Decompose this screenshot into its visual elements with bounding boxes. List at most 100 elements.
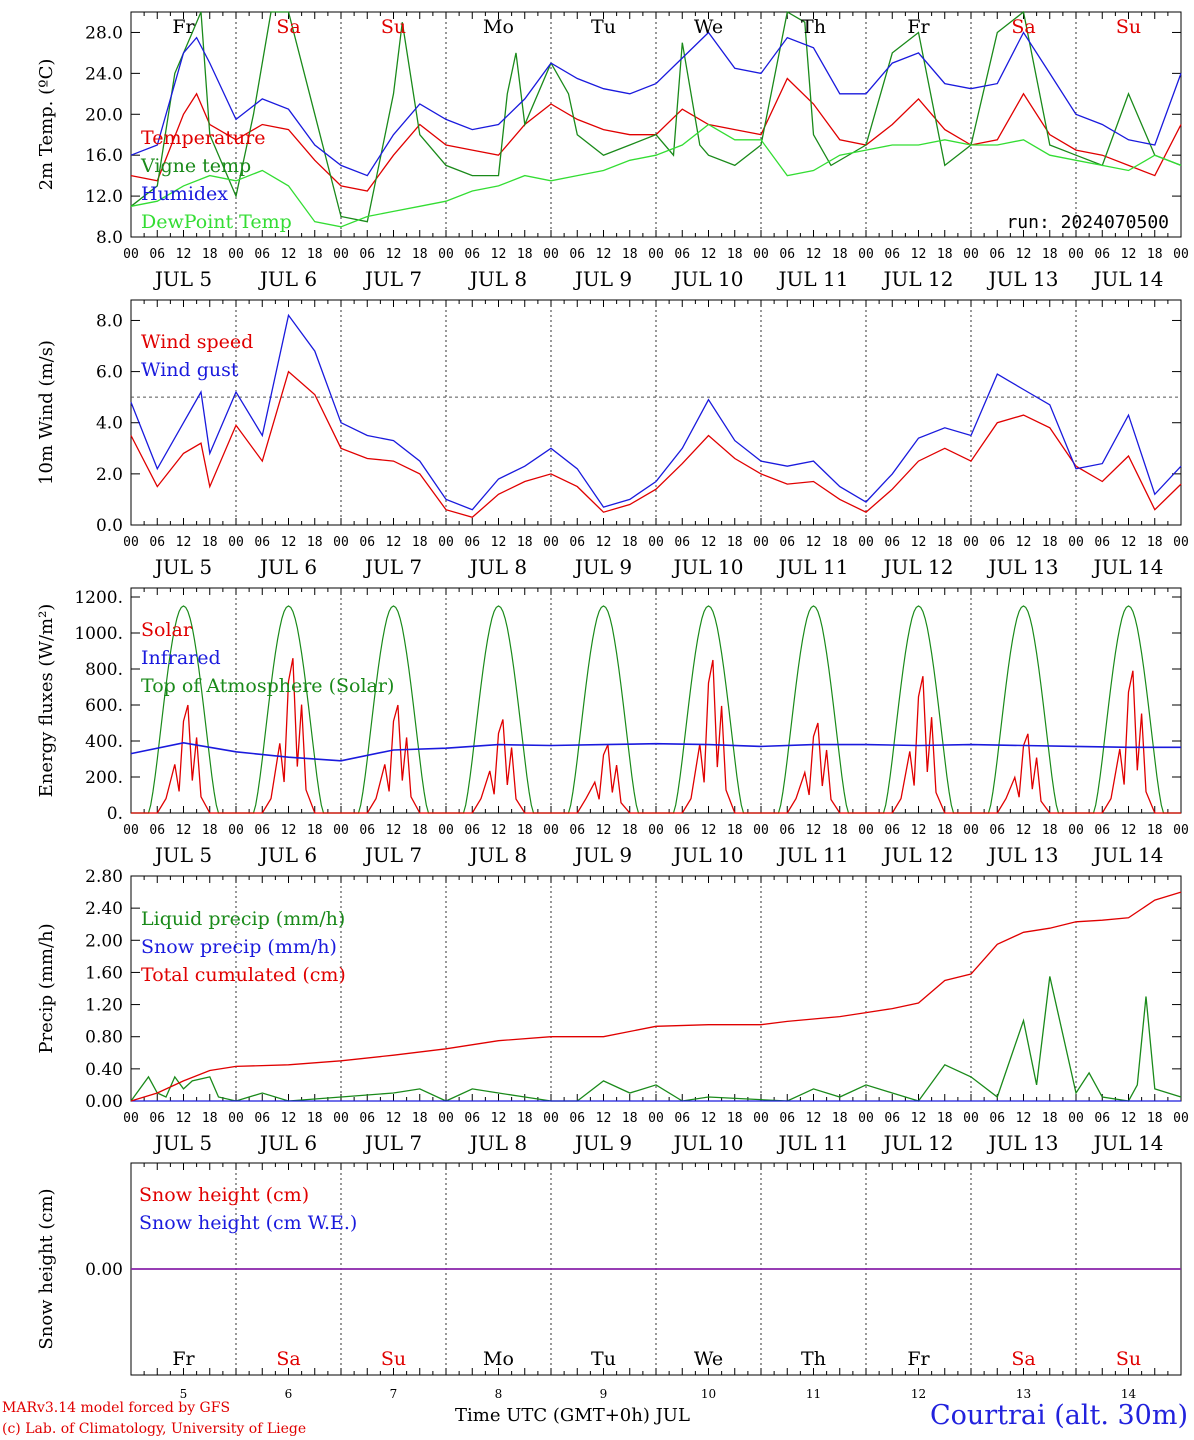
y-tick-label: 12.0 (85, 187, 123, 207)
weekday-label: Fr (172, 1348, 195, 1370)
hour-tick-label: 18 (1147, 823, 1163, 838)
date-label: JUL 13 (987, 1131, 1059, 1155)
hour-tick-label: 00 (648, 1111, 664, 1126)
y-tick-label: 0. (107, 804, 123, 824)
hour-tick-label: 12 (911, 1111, 927, 1126)
hour-tick-label: 06 (779, 535, 795, 550)
date-label: JUL 10 (672, 267, 744, 291)
hour-tick-label: 06 (884, 823, 900, 838)
series-line-temperature (130, 77, 1182, 192)
day-number-label: 11 (806, 1387, 821, 1401)
date-label: JUL 12 (882, 1131, 954, 1155)
weekday-label: Mo (483, 16, 514, 38)
date-label: JUL 7 (363, 1131, 422, 1155)
y-tick-label: 2.80 (85, 867, 123, 887)
hour-tick-label: 18 (202, 247, 218, 262)
hour-tick-label: 00 (648, 823, 664, 838)
hour-tick-label: 18 (937, 823, 953, 838)
hour-tick-label: 12 (701, 535, 717, 550)
legend-dewpoint-temp: DewPoint Temp (141, 211, 292, 233)
hour-tick-label: 06 (989, 535, 1005, 550)
hour-tick-label: 06 (884, 247, 900, 262)
hour-tick-label: 06 (359, 1111, 375, 1126)
series-line-wind-speed (130, 370, 1182, 519)
date-label: JUL 14 (1092, 267, 1164, 291)
hour-tick-label: 00 (1173, 823, 1189, 838)
hour-tick-label: 06 (1094, 1111, 1110, 1126)
date-label: JUL 12 (882, 843, 954, 867)
y-tick-label: 2.0 (96, 465, 123, 485)
y-tick-label: 1200. (74, 588, 123, 608)
series-line-total-cumulated-cm- (130, 891, 1182, 1102)
hour-tick-label: 00 (228, 1111, 244, 1126)
date-label: JUL 6 (258, 843, 317, 867)
y-axis-label: Snow height (cm) (36, 1188, 57, 1349)
hour-tick-label: 00 (858, 247, 874, 262)
day-number-label: 9 (600, 1387, 608, 1401)
hour-tick-label: 06 (569, 1111, 585, 1126)
legend-top-of-atmosphere-solar-: Top of Atmosphere (Solar) (141, 675, 394, 697)
hour-tick-label: 00 (753, 535, 769, 550)
day-number-label: 8 (495, 1387, 503, 1401)
hour-tick-label: 18 (1042, 535, 1058, 550)
date-label: JUL 14 (1092, 1131, 1164, 1155)
hour-tick-label: 00 (1068, 823, 1084, 838)
hour-tick-label: 18 (727, 247, 743, 262)
date-label: JUL 8 (468, 555, 527, 579)
hour-tick-label: 12 (491, 535, 507, 550)
hour-tick-label: 12 (596, 823, 612, 838)
lab-credit: (c) Lab. of Climatology, University of L… (2, 1421, 307, 1437)
hour-tick-label: 00 (123, 535, 139, 550)
hour-tick-label: 00 (123, 823, 139, 838)
weekday-label: Sa (276, 1348, 300, 1370)
y-axis-label: 10m Wind (m/s) (36, 340, 57, 485)
date-label: JUL 13 (987, 267, 1059, 291)
day-number-label: 6 (285, 1387, 293, 1401)
hour-tick-label: 12 (281, 535, 297, 550)
y-tick-label: 1.60 (85, 963, 123, 983)
date-label: JUL 13 (987, 843, 1059, 867)
hour-tick-label: 12 (806, 247, 822, 262)
hour-tick-label: 06 (779, 823, 795, 838)
hour-tick-label: 00 (543, 823, 559, 838)
day-number-label: 5 (180, 1387, 188, 1401)
hour-tick-label: 06 (1094, 823, 1110, 838)
hour-tick-label: 12 (281, 1111, 297, 1126)
hour-tick-label: 12 (1121, 535, 1137, 550)
hour-tick-label: 12 (491, 1111, 507, 1126)
hour-tick-label: 06 (989, 247, 1005, 262)
weekday-label: Su (381, 16, 406, 38)
legend-snow-height-cm-: Snow height (cm) (139, 1184, 309, 1206)
hour-tick-label: 00 (753, 823, 769, 838)
legend-snow-height-cm-w-e-: Snow height (cm W.E.) (139, 1212, 357, 1234)
date-label: JUL 14 (1092, 555, 1164, 579)
hour-tick-label: 00 (123, 247, 139, 262)
hour-tick-label: 12 (176, 535, 192, 550)
date-label: JUL 9 (573, 843, 632, 867)
hour-tick-label: 18 (1042, 823, 1058, 838)
day-number-label: 12 (911, 1387, 926, 1401)
hour-tick-label: 18 (517, 1111, 533, 1126)
hour-tick-label: 00 (858, 823, 874, 838)
weekday-label: Sa (1011, 16, 1035, 38)
y-tick-label: 0.0 (96, 516, 123, 536)
hour-tick-label: 12 (596, 535, 612, 550)
y-tick-label: 1.20 (85, 996, 123, 1016)
hour-tick-label: 06 (149, 535, 165, 550)
hour-tick-label: 06 (884, 1111, 900, 1126)
hour-tick-label: 00 (858, 535, 874, 550)
hour-tick-label: 18 (937, 1111, 953, 1126)
hour-tick-label: 18 (1042, 247, 1058, 262)
hour-tick-label: 06 (359, 823, 375, 838)
hour-tick-label: 12 (491, 247, 507, 262)
date-label: JUL 10 (672, 843, 744, 867)
y-axis-label: Precip (mm/h) (36, 923, 57, 1053)
hour-tick-label: 00 (333, 535, 349, 550)
date-label: JUL 10 (672, 1131, 744, 1155)
series-line-solar (131, 658, 1181, 814)
hour-tick-label: 12 (1121, 1111, 1137, 1126)
run-label: run: 2024070500 (1006, 212, 1169, 233)
y-tick-label: 16.0 (85, 146, 123, 166)
hour-tick-label: 06 (464, 535, 480, 550)
date-label: JUL 6 (258, 267, 317, 291)
